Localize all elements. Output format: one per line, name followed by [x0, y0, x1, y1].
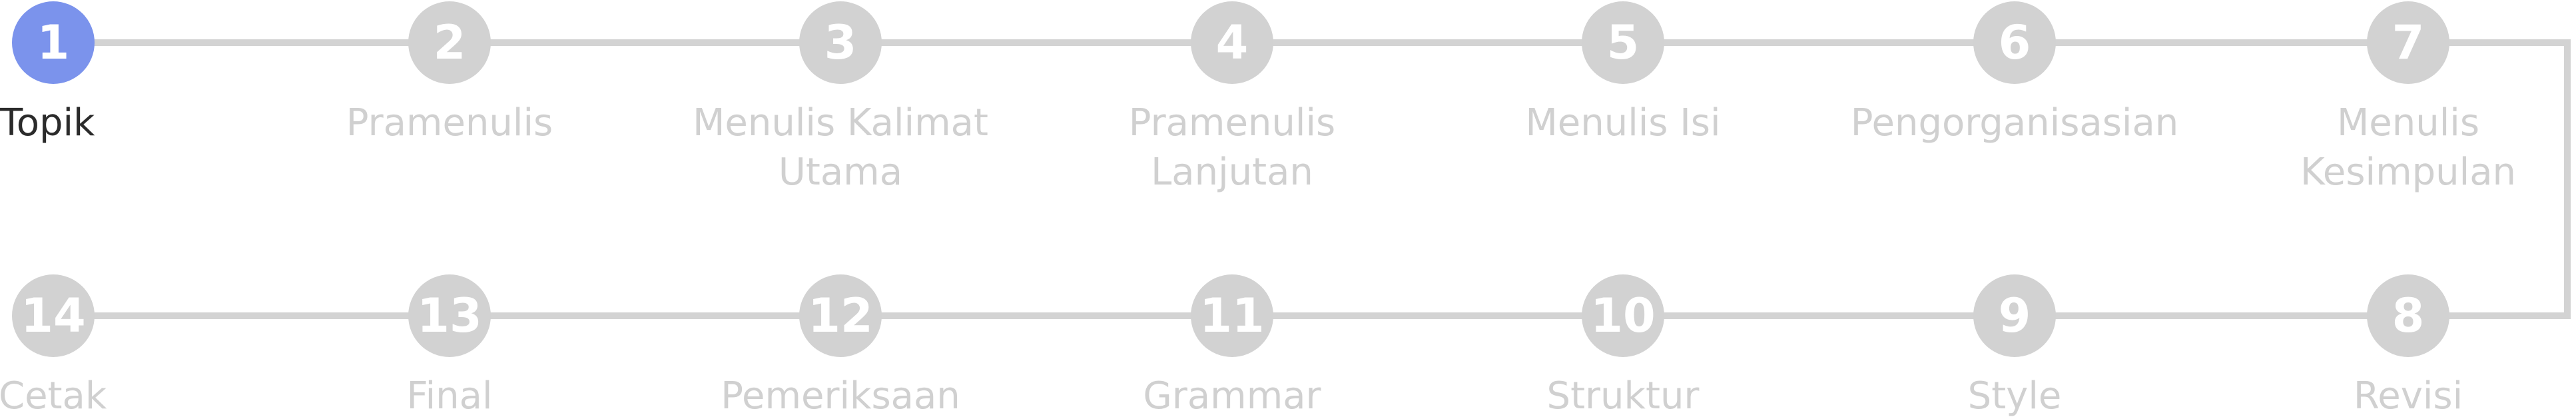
step-7-number: 7	[2367, 1, 2449, 84]
step-3-label: Menulis Kalimat Utama	[693, 101, 988, 194]
step-13-label: Final	[406, 374, 493, 418]
connector-snake-turn	[2564, 39, 2571, 319]
step-9-label: Style	[1967, 374, 2062, 418]
step-1-label: Topik	[0, 101, 95, 145]
step-9-number: 9	[1973, 274, 2056, 357]
step-11-number: 11	[1191, 274, 1273, 357]
step-4-label: Pramenulis Lanjutan	[1128, 101, 1336, 194]
step-5-label: Menulis Isi	[1525, 101, 1721, 145]
step-6-label: Pengorganisasian	[1850, 101, 2179, 145]
step-10-number: 10	[1582, 274, 1664, 357]
step-5-number: 5	[1582, 1, 1664, 84]
step-3-number: 3	[799, 1, 882, 84]
step-14-label: Cetak	[0, 374, 107, 418]
step-4-number: 4	[1191, 1, 1273, 84]
connector-row-1	[53, 39, 2571, 46]
step-13-number: 13	[408, 274, 491, 357]
step-6-number: 6	[1973, 1, 2056, 84]
connector-row-2	[53, 312, 2571, 319]
step-12-number: 12	[799, 274, 882, 357]
step-2-number: 2	[408, 1, 491, 84]
step-7-label: Menulis Kesimpulan	[2300, 101, 2517, 194]
step-11-label: Grammar	[1143, 374, 1321, 418]
step-8-label: Revisi	[2353, 374, 2463, 418]
step-2-label: Pramenulis	[346, 101, 553, 145]
step-10-label: Struktur	[1546, 374, 1700, 418]
step-12-label: Pemeriksaan	[721, 374, 960, 418]
step-8-number: 8	[2367, 274, 2449, 357]
step-1-number: 1	[12, 1, 95, 84]
step-14-number: 14	[12, 274, 95, 357]
